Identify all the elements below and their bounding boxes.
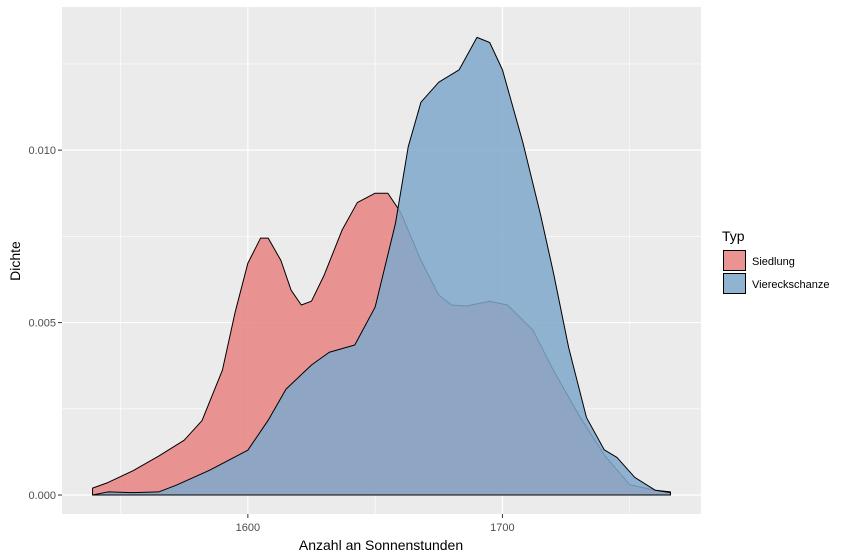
y-axis-title: Dichte	[7, 241, 23, 281]
legend: Typ Siedlung Viereckschanze	[722, 228, 829, 294]
legend-label-siedlung: Siedlung	[752, 256, 795, 268]
x-axis: 1600 1700	[236, 514, 515, 534]
legend-key-fill	[723, 273, 746, 294]
y-tick-label: 0.000	[28, 490, 56, 502]
x-axis-title: Anzahl an Sonnenstunden	[299, 537, 463, 553]
legend-items: Siedlung Viereckschanze	[723, 250, 829, 294]
legend-key-fill	[723, 250, 746, 271]
y-tick-label: 0.010	[28, 145, 56, 157]
x-tick-label: 1600	[236, 522, 260, 534]
density-area-viereckschanze	[92, 36, 671, 496]
y-axis: 0.000 0.005 0.010	[28, 145, 62, 502]
legend-title: Typ	[722, 228, 745, 244]
density-areas	[92, 36, 671, 496]
x-tick-label: 1700	[490, 522, 514, 534]
y-tick-label: 0.005	[28, 318, 56, 330]
legend-label-viereckschanze: Viereckschanze	[752, 279, 829, 291]
